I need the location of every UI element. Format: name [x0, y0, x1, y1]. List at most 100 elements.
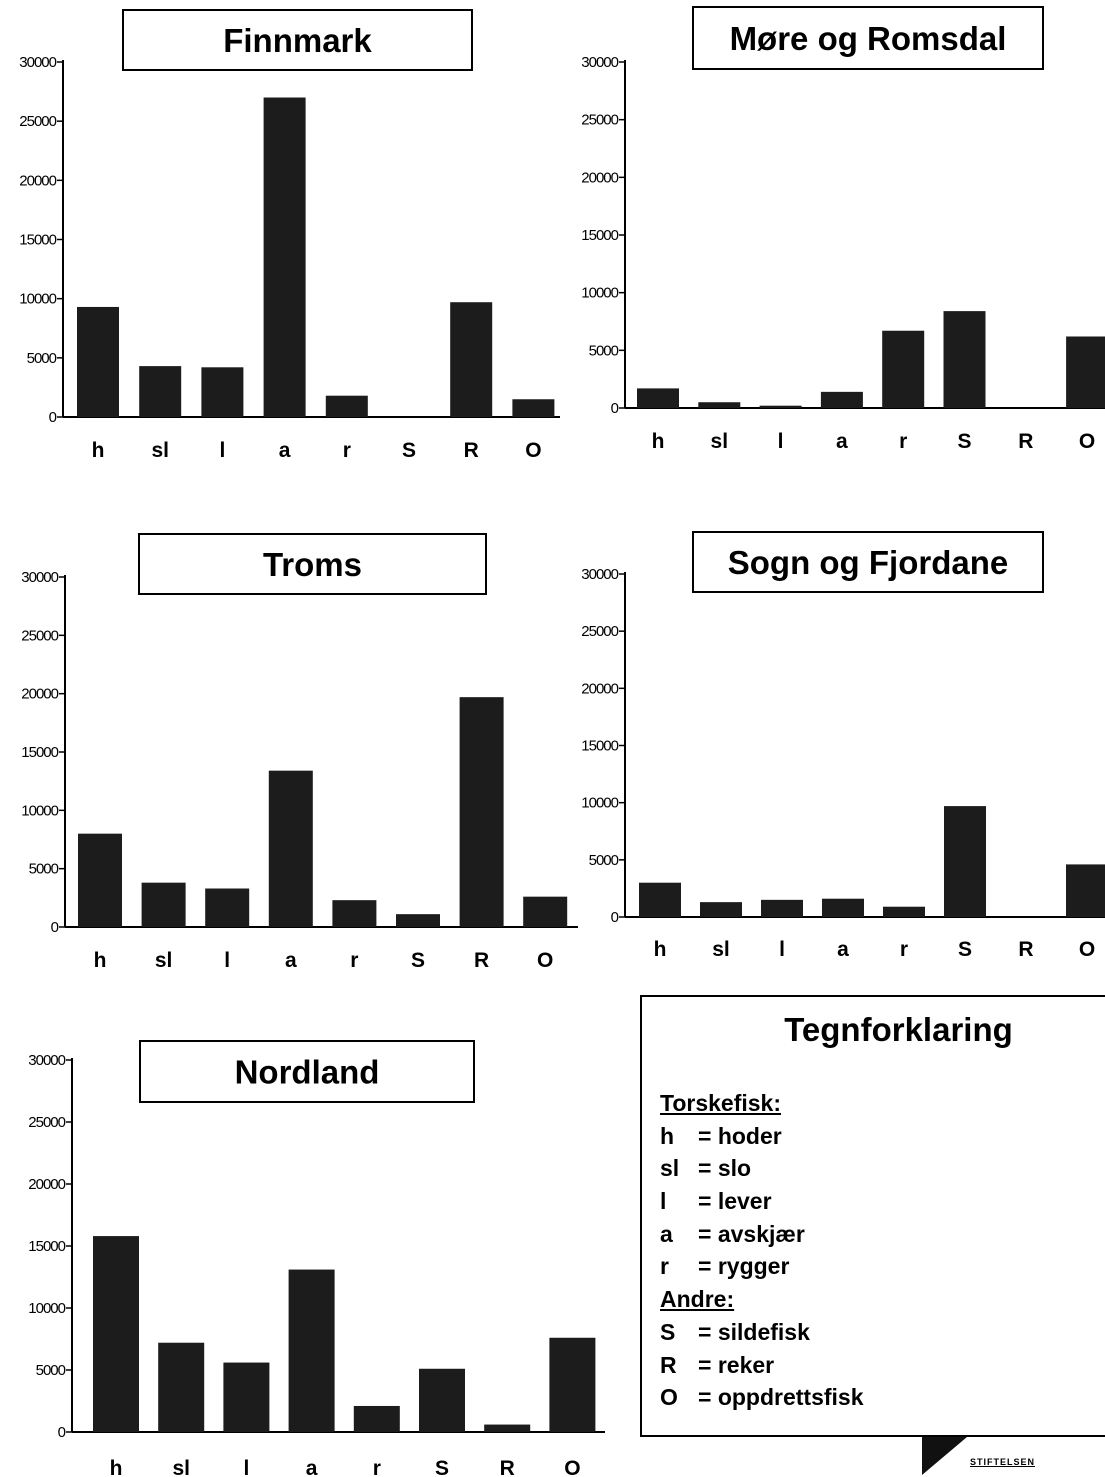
legend-abbr: R	[660, 1351, 677, 1378]
y-tick-label: 0	[58, 1424, 66, 1441]
y-tick-label: 30000	[28, 1052, 65, 1069]
y-tick-label: 15000	[28, 1238, 65, 1255]
chart-panel-1: Finnmark 0 5000 10000 15000 20000 25000 30000 h s…	[19, 9, 560, 462]
y-tick-label: 10000	[581, 795, 618, 812]
chart-title: Sogn og Fjordane	[728, 544, 1008, 581]
x-tick-label: O	[537, 949, 553, 972]
x-tick-label: S	[957, 430, 971, 453]
x-tick-label: S	[435, 1457, 449, 1477]
y-tick-label: 25000	[28, 1114, 65, 1131]
chart-panel-3: Troms 0 5000 10000 15000 20000 25000 30000 h sl l a…	[21, 533, 578, 972]
bar-l	[761, 899, 803, 917]
y-tick-label: 20000	[21, 686, 58, 703]
legend-body: Torskefisk: h = hoder sl = slo l = lever a =…	[660, 1087, 1105, 1414]
x-tick-label: sl	[151, 439, 169, 462]
y-tick-label: 0	[49, 409, 57, 426]
bar-sl	[698, 402, 741, 408]
x-tick-label: l	[778, 430, 784, 453]
x-tick-label: h	[94, 949, 107, 972]
bar-r	[883, 906, 925, 917]
chart-title-box	[692, 6, 1044, 70]
x-tick-label: a	[837, 938, 849, 961]
legend-text: = oppdrettsfisk	[698, 1384, 864, 1411]
y-tick-label: 15000	[19, 232, 56, 249]
bar-sl	[700, 902, 742, 917]
x-tick-label: l	[243, 1457, 249, 1477]
legend-box: Tegnforklaring Torskefisk: h = hoder sl = …	[640, 995, 1105, 1437]
x-tick-label: r	[373, 1457, 381, 1477]
bar-S	[396, 914, 440, 927]
bar-a	[822, 898, 864, 917]
x-tick-label: sl	[172, 1457, 190, 1477]
bar-sl	[141, 882, 186, 927]
chart-panel-5: Nordland 0 5000 10000 15000 20000 25000 30000 h s…	[28, 1040, 605, 1477]
legend-text: = avskjær	[698, 1220, 805, 1247]
legend-abbr: r	[660, 1253, 669, 1280]
bar-R	[459, 697, 504, 927]
x-tick-label: R	[1018, 938, 1033, 961]
bar-O	[549, 1337, 596, 1432]
bar-r	[332, 900, 377, 927]
y-tick-label: 0	[611, 909, 619, 926]
y-tick-label: 10000	[19, 291, 56, 308]
x-tick-label: l	[779, 938, 785, 961]
chart-panel-2: Møre og Romsdal 0 5000 10000 15000 20000 25000…	[581, 6, 1105, 453]
y-tick-label: 30000	[21, 569, 58, 586]
x-tick-label: h	[652, 430, 665, 453]
x-tick-label: sl	[155, 949, 173, 972]
legend-group-heading: Torskefisk:	[660, 1090, 782, 1116]
x-tick-label: O	[525, 439, 541, 462]
y-tick-label: 5000	[27, 350, 57, 367]
x-tick-label: O	[564, 1457, 580, 1477]
x-tick-label: O	[1079, 430, 1095, 453]
y-tick-label: 30000	[581, 54, 618, 71]
bar-a	[263, 97, 306, 417]
x-tick-label: S	[411, 949, 425, 972]
bar-O	[523, 896, 568, 927]
bar-O	[512, 399, 555, 417]
y-tick-label: 10000	[21, 802, 58, 819]
y-tick-label: 5000	[589, 342, 619, 359]
x-tick-label: R	[474, 949, 489, 972]
x-tick-label: r	[899, 430, 907, 453]
x-tick-label: R	[464, 439, 479, 462]
bar-r	[325, 395, 368, 417]
legend-text: = rygger	[698, 1253, 790, 1280]
legend-text: = sildefisk	[698, 1318, 810, 1345]
y-tick-label: 0	[611, 400, 619, 417]
legend-entry: a = avskjær	[660, 1218, 1105, 1251]
bar-sl	[158, 1342, 205, 1432]
x-tick-label: R	[1018, 430, 1033, 453]
bar-R	[484, 1424, 531, 1432]
logo-text: STIFTELSEN	[970, 1457, 1036, 1467]
legend-text: = hoder	[698, 1122, 782, 1149]
legend-abbr: O	[660, 1384, 678, 1411]
x-tick-label: r	[900, 938, 908, 961]
y-tick-label: 25000	[19, 113, 56, 130]
legend-entry: sl = slo	[660, 1152, 1105, 1185]
legend-abbr: h	[660, 1122, 675, 1149]
bar-R	[450, 302, 493, 417]
bar-a	[268, 770, 313, 927]
logo-rule	[1090, 1435, 1105, 1437]
y-tick-label: 5000	[589, 852, 619, 869]
legend-entry: l = lever	[660, 1185, 1105, 1218]
bar-a	[288, 1269, 335, 1432]
legend-text: = lever	[698, 1188, 772, 1215]
bar-h	[77, 306, 119, 417]
bar-S	[419, 1368, 465, 1432]
chart-title-box	[138, 533, 487, 595]
y-tick-label: 20000	[19, 172, 56, 189]
x-tick-label: h	[110, 1457, 123, 1477]
bar-O	[1066, 336, 1105, 408]
y-tick-label: 0	[51, 919, 59, 936]
bar-h	[637, 388, 679, 408]
bar-a	[820, 391, 863, 408]
bar-h	[78, 833, 122, 927]
legend-text: = reker	[698, 1351, 775, 1378]
x-tick-label: a	[285, 949, 297, 972]
x-tick-label: a	[279, 439, 291, 462]
x-tick-label: R	[500, 1457, 515, 1477]
x-tick-label: l	[219, 439, 225, 462]
